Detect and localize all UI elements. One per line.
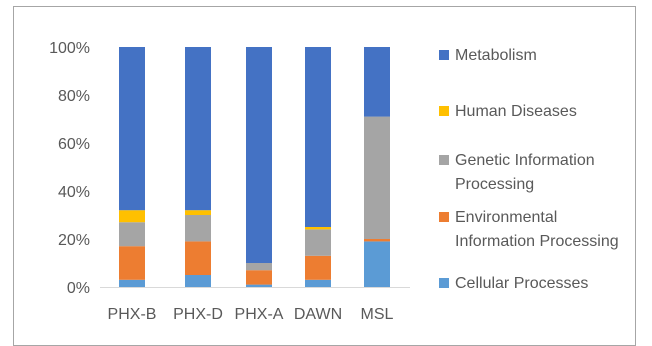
bar-segment bbox=[305, 229, 331, 256]
x-category-label: MSL bbox=[361, 306, 394, 323]
bar-segment bbox=[185, 47, 211, 211]
bar-segment bbox=[185, 210, 211, 215]
legend-label: Cellular Processes bbox=[455, 275, 588, 292]
bar-segment bbox=[185, 241, 211, 275]
bar-segment bbox=[305, 255, 331, 280]
legend-label: Information Processing bbox=[455, 233, 619, 250]
stacked-bar-chart: 0% 20% 40% 60% 80% 100% PHX-B PHX-D PHX-A DAWN MS… bbox=[49, 40, 619, 323]
y-tick-label: 40% bbox=[58, 184, 90, 201]
bar-segment bbox=[305, 227, 331, 230]
legend-swatch bbox=[439, 212, 449, 222]
bar-segment bbox=[305, 47, 331, 227]
legend-label: Environmental bbox=[455, 209, 557, 226]
y-tick-label: 100% bbox=[49, 40, 90, 57]
legend-swatch bbox=[439, 155, 449, 165]
x-category-label: PHX-B bbox=[108, 306, 157, 323]
y-tick-label: 20% bbox=[58, 232, 90, 249]
bar-segment bbox=[185, 215, 211, 242]
y-axis-ticks: 0% 20% 40% 60% 80% 100% bbox=[49, 40, 90, 297]
legend-swatch bbox=[439, 106, 449, 116]
bar-segment bbox=[364, 47, 390, 117]
x-category-label: DAWN bbox=[294, 306, 342, 323]
legend-swatch bbox=[439, 278, 449, 288]
bar-segment bbox=[246, 263, 272, 271]
bar-segment bbox=[119, 246, 145, 280]
bar-segment bbox=[119, 222, 145, 247]
bar-segment bbox=[185, 275, 211, 287]
bar-segment bbox=[119, 210, 145, 223]
bars bbox=[119, 47, 390, 287]
legend-label: Genetic Information bbox=[455, 152, 595, 169]
legend-swatch bbox=[439, 50, 449, 60]
bar-segment bbox=[246, 284, 272, 287]
legend: Metabolism Human Diseases Genetic Informat… bbox=[439, 47, 619, 292]
bar-segment bbox=[246, 270, 272, 285]
x-axis-categories: PHX-B PHX-D PHX-A DAWN MSL bbox=[108, 306, 394, 323]
bar-segment bbox=[246, 47, 272, 263]
bar-segment bbox=[364, 239, 390, 242]
y-tick-label: 60% bbox=[58, 136, 90, 153]
y-tick-label: 80% bbox=[58, 88, 90, 105]
bar-segment bbox=[364, 241, 390, 287]
legend-label: Processing bbox=[455, 176, 534, 193]
bar-segment bbox=[305, 279, 331, 287]
x-category-label: PHX-D bbox=[173, 306, 223, 323]
x-category-label: PHX-A bbox=[235, 306, 284, 323]
bar-segment bbox=[119, 279, 145, 287]
y-tick-label: 0% bbox=[67, 280, 90, 297]
legend-label: Metabolism bbox=[455, 47, 537, 64]
bar-segment bbox=[119, 47, 145, 211]
legend-label: Human Diseases bbox=[455, 103, 577, 120]
bar-segment bbox=[364, 116, 390, 239]
